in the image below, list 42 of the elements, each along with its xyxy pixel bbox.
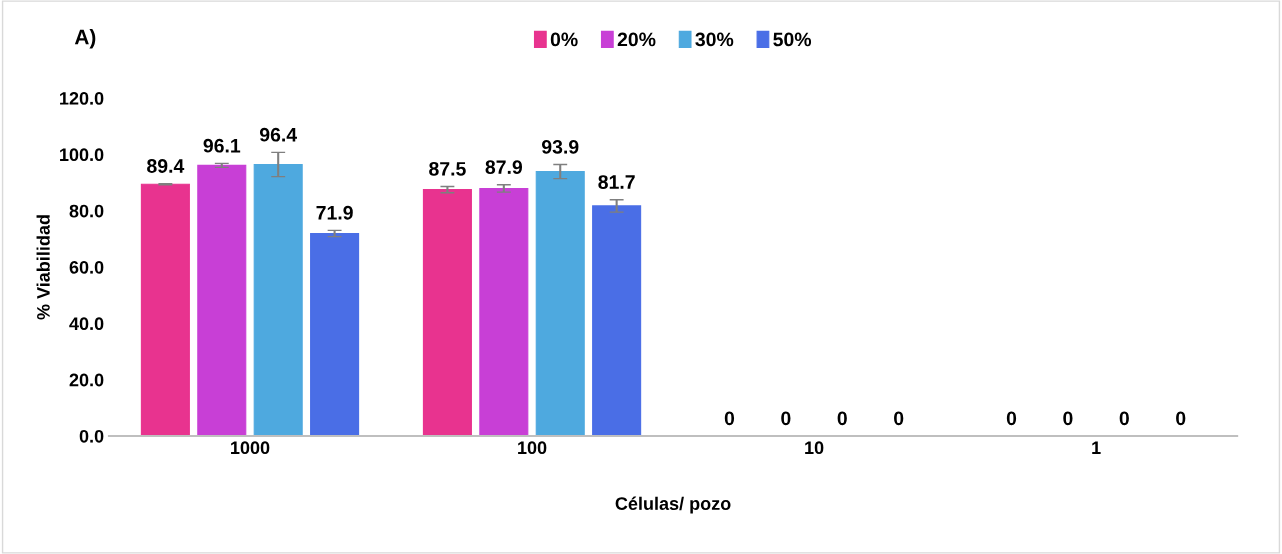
y-axis-title: % Viabilidad [36, 215, 50, 320]
data-label: 0 [1063, 411, 1073, 426]
data-label: 0 [1006, 411, 1017, 426]
bar [535, 171, 585, 436]
data-label: 81.7 [598, 175, 635, 189]
data-label: 87.5 [429, 161, 466, 176]
y-tick-label: 60.0 [69, 260, 104, 274]
y-tick-label: 80.0 [69, 204, 104, 218]
data-label: 71.9 [316, 205, 353, 220]
x-tick-label: 100 [518, 441, 547, 455]
data-label: 89.4 [147, 159, 185, 173]
data-label: 0 [1176, 411, 1186, 426]
bar [310, 232, 360, 436]
bar [422, 189, 472, 436]
x-tick-label: 10 [805, 441, 824, 455]
y-tick-label: 100.0 [60, 148, 104, 162]
data-label: 0 [837, 411, 847, 426]
bar [592, 205, 642, 436]
bar [479, 187, 529, 436]
legend-label: 30% [695, 32, 734, 47]
data-label: 0 [724, 411, 735, 426]
x-tick-label: 1 [1092, 441, 1101, 454]
y-tick-label: 0.0 [79, 429, 104, 443]
y-tick-label: 40.0 [69, 317, 104, 331]
data-label: 0 [781, 411, 791, 426]
data-label: 96.4 [259, 127, 298, 142]
y-tick-label: 20.0 [69, 373, 104, 387]
data-label: 87.9 [485, 160, 523, 175]
data-label: 0 [1119, 411, 1129, 426]
text: A) [74, 29, 96, 49]
legend-label: 0% [550, 32, 578, 47]
data-label: 0 [894, 411, 904, 426]
legend-label: 50% [773, 32, 812, 47]
data-label: 96.1 [203, 138, 241, 153]
bar [140, 183, 190, 436]
y-tick-label: 120.0 [60, 91, 104, 105]
data-label: 93.9 [541, 139, 579, 154]
bar [197, 164, 247, 436]
x-tick-label: 1000 [231, 441, 270, 455]
bar [253, 163, 303, 436]
legend-label: 20% [617, 32, 656, 47]
x-axis-title: Células/ pozo [615, 496, 731, 514]
